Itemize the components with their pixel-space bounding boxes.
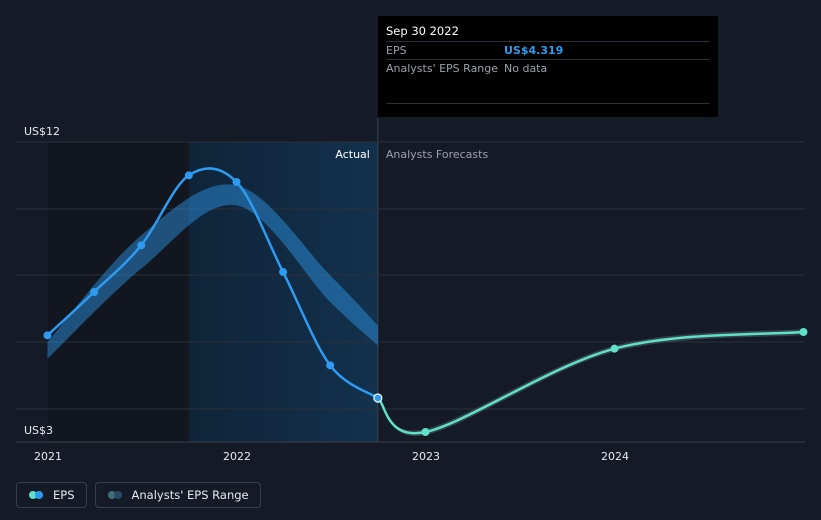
forecast-label: Analysts Forecasts xyxy=(386,148,489,161)
forecast-range-band xyxy=(377,329,804,437)
legend-range-label: Analysts' EPS Range xyxy=(131,488,249,502)
eps-point xyxy=(43,331,52,340)
eps-forecast-point xyxy=(610,344,619,353)
eps-point-selected xyxy=(373,393,383,403)
y-tick-label-bottom: US$3 xyxy=(24,424,53,437)
tooltip-row-range: Analysts' EPS Range No data xyxy=(386,59,710,77)
tooltip-range-key: Analysts' EPS Range xyxy=(386,62,499,75)
eps-forecast-line xyxy=(376,330,804,435)
eps-forecast-point xyxy=(421,428,430,436)
x-tick-label: 2021 xyxy=(34,450,62,463)
legend: EPS Analysts' EPS Range xyxy=(16,482,261,508)
eps-range-band xyxy=(47,184,378,359)
tooltip-range-value: No data xyxy=(504,62,548,75)
highlight-region xyxy=(188,142,378,442)
tooltip: Sep 30 2022 EPS US$4.319 Analysts' EPS R… xyxy=(378,16,718,117)
range-legend-icon xyxy=(107,491,124,499)
eps-point xyxy=(326,361,335,370)
eps-point xyxy=(232,178,241,186)
tooltip-eps-value: US$4.319 xyxy=(504,44,564,57)
x-tick-label: 2023 xyxy=(412,450,440,463)
tooltip-divider xyxy=(386,77,710,104)
eps-point xyxy=(184,171,193,180)
tooltip-eps-key: EPS xyxy=(386,44,407,57)
eps-legend-icon xyxy=(29,491,45,499)
legend-eps-label: EPS xyxy=(53,488,75,502)
eps-actual-line xyxy=(46,167,379,400)
legend-eps-button[interactable]: EPS xyxy=(16,482,87,508)
eps-point xyxy=(137,241,146,250)
legend-range-button[interactable]: Analysts' EPS Range xyxy=(94,482,261,508)
actual-label: Actual xyxy=(335,148,369,161)
tooltip-date: Sep 30 2022 xyxy=(386,24,459,38)
y-tick-label-top: US$12 xyxy=(24,125,60,138)
eps-point xyxy=(90,288,99,296)
x-tick-label: 2022 xyxy=(223,450,251,463)
tooltip-row-eps: EPS US$4.319 xyxy=(386,41,710,59)
eps-point xyxy=(279,268,288,276)
x-tick-label: 2024 xyxy=(601,450,629,463)
eps-forecast-point xyxy=(799,328,808,336)
